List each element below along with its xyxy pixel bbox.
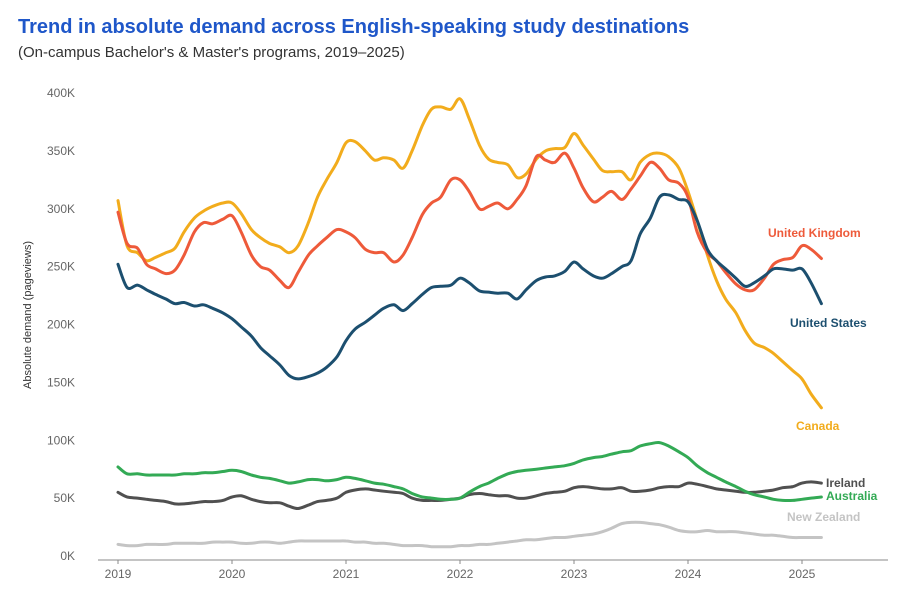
y-tick-label: 150K — [47, 375, 75, 389]
x-tick-label: 2023 — [561, 567, 588, 581]
y-tick-label: 350K — [47, 144, 75, 158]
series-label-new-zealand: New Zealand — [787, 510, 860, 524]
y-tick-label: 50K — [54, 491, 75, 505]
series-label-ireland: Ireland — [826, 476, 865, 490]
series-label-united-kingdom: United Kingdom — [768, 226, 861, 240]
x-tick-label: 2022 — [447, 567, 474, 581]
series-line-australia — [116, 441, 823, 503]
y-tick-label: 300K — [47, 202, 75, 216]
series-lines — [116, 97, 823, 549]
y-tick-label: 400K — [47, 86, 75, 100]
chart-title: Trend in absolute demand across English-… — [18, 16, 690, 38]
series-line-ireland — [116, 480, 823, 511]
y-axis-ticks: 0K 50K 100K 150K 200K 250K 300K 350K 400K — [47, 86, 75, 563]
series-label-united-states: United States — [790, 316, 867, 330]
chart-subtitle: (On-campus Bachelor's & Master's program… — [18, 44, 405, 61]
series-line-new-zealand — [116, 520, 823, 549]
y-tick-label: 100K — [47, 433, 75, 447]
y-tick-label: 200K — [47, 318, 75, 332]
y-tick-label: 0K — [60, 549, 75, 563]
series-line-united-states — [116, 192, 823, 381]
series-label-canada: Canada — [796, 419, 840, 433]
y-axis-label: Absolute demand (pageviews) — [22, 241, 34, 389]
x-tick-label: 2019 — [105, 567, 132, 581]
x-axis-ticks: 2019 2020 2021 2022 2023 2024 2025 — [105, 560, 816, 581]
x-tick-label: 2025 — [789, 567, 816, 581]
series-labels: United Kingdom United States Canada Ireland… — [768, 226, 878, 524]
x-tick-label: 2021 — [333, 567, 360, 581]
series-line-united-kingdom — [116, 151, 823, 293]
x-tick-label: 2020 — [219, 567, 246, 581]
x-tick-label: 2024 — [675, 567, 702, 581]
series-line-canada — [116, 97, 823, 410]
y-tick-label: 250K — [47, 260, 75, 274]
series-label-australia: Australia — [826, 489, 878, 503]
